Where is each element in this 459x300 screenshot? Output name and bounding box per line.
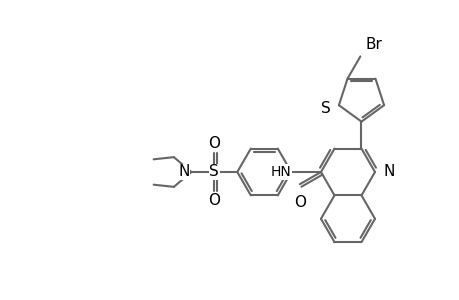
Text: O: O [208,136,220,151]
Text: S: S [320,101,330,116]
Text: S: S [209,164,219,179]
Text: O: O [293,195,305,210]
Text: N: N [383,164,395,179]
Text: O: O [208,194,220,208]
Text: Br: Br [364,38,381,52]
Text: N: N [178,164,189,179]
Text: HN: HN [270,165,291,179]
